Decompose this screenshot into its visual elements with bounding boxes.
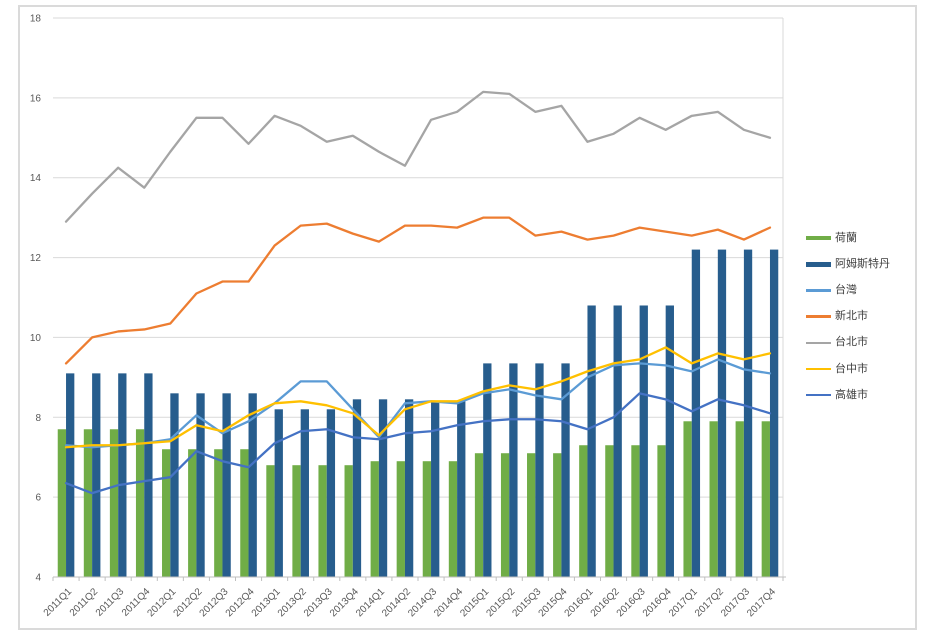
legend-item-0: 荷蘭 bbox=[806, 225, 890, 251]
line-台北市 bbox=[64, 90, 772, 223]
bar-阿姆斯特丹 bbox=[535, 363, 544, 577]
legend-item-4: 台北市 bbox=[806, 330, 890, 356]
legend-swatch-line bbox=[806, 315, 831, 318]
bar-阿姆斯特丹 bbox=[717, 249, 727, 578]
y-axis-label: 8 bbox=[35, 413, 41, 424]
bar-荷蘭 bbox=[683, 421, 692, 577]
legend-item-1: 阿姆斯特丹 bbox=[806, 251, 890, 277]
bar-荷蘭 bbox=[657, 445, 666, 577]
bar-阿姆斯特丹 bbox=[457, 401, 466, 577]
legend-label: 新北市 bbox=[835, 310, 868, 323]
bar-荷蘭 bbox=[188, 449, 197, 577]
legend-item-2: 台灣 bbox=[806, 277, 890, 303]
bar-荷蘭 bbox=[266, 465, 275, 577]
bar-荷蘭 bbox=[57, 429, 67, 577]
bar-阿姆斯特丹 bbox=[769, 249, 779, 578]
bar-阿姆斯特丹 bbox=[196, 393, 205, 577]
y-axis-label: 4 bbox=[35, 573, 41, 584]
bar-荷蘭 bbox=[83, 429, 93, 577]
y-axis-label: 16 bbox=[30, 93, 42, 104]
bar-阿姆斯特丹 bbox=[691, 249, 701, 578]
bar-荷蘭 bbox=[109, 429, 119, 577]
bar-荷蘭 bbox=[396, 461, 405, 577]
bar-阿姆斯特丹 bbox=[743, 249, 753, 578]
bar-阿姆斯特丹 bbox=[509, 363, 518, 577]
bar-荷蘭 bbox=[553, 453, 562, 577]
bar-荷蘭 bbox=[135, 429, 145, 577]
bar-荷蘭 bbox=[422, 461, 432, 577]
bar-荷蘭 bbox=[761, 421, 770, 577]
legend-label: 高雄市 bbox=[835, 388, 868, 401]
bar-阿姆斯特丹 bbox=[587, 305, 596, 577]
bar-阿姆斯特丹 bbox=[66, 373, 75, 577]
bar-阿姆斯特丹 bbox=[378, 399, 388, 577]
bar-阿姆斯特丹 bbox=[170, 393, 179, 577]
legend-swatch-line bbox=[806, 367, 831, 371]
bar-荷蘭 bbox=[318, 465, 327, 577]
bar-阿姆斯特丹 bbox=[144, 373, 153, 577]
bar-荷蘭 bbox=[292, 465, 301, 577]
chart-legend: 荷蘭阿姆斯特丹台灣新北市台北市台中市高雄市 bbox=[806, 225, 890, 408]
legend-label: 台北市 bbox=[835, 336, 868, 349]
bar-荷蘭 bbox=[370, 461, 379, 577]
y-axis-label: 18 bbox=[30, 14, 42, 25]
legend-label: 阿姆斯特丹 bbox=[835, 257, 890, 270]
line-台中市 bbox=[64, 346, 772, 449]
bar-荷蘭 bbox=[605, 445, 614, 577]
bar-阿姆斯特丹 bbox=[248, 393, 257, 577]
bar-荷蘭 bbox=[474, 453, 484, 577]
y-axis-label: 10 bbox=[30, 333, 42, 344]
legend-label: 台中市 bbox=[835, 362, 868, 375]
bar-荷蘭 bbox=[214, 449, 223, 577]
legend-swatch-bar bbox=[806, 262, 831, 267]
legend-swatch-bar bbox=[806, 235, 831, 241]
bar-阿姆斯特丹 bbox=[431, 401, 440, 577]
bar-阿姆斯特丹 bbox=[222, 393, 231, 577]
bar-阿姆斯特丹 bbox=[613, 305, 622, 577]
bar-荷蘭 bbox=[240, 449, 249, 577]
bar-荷蘭 bbox=[709, 421, 718, 577]
bar-荷蘭 bbox=[500, 453, 510, 577]
bar-荷蘭 bbox=[344, 465, 353, 577]
y-axis-label: 12 bbox=[30, 253, 42, 264]
y-axis-label: 6 bbox=[35, 493, 41, 504]
bar-阿姆斯特丹 bbox=[92, 373, 101, 577]
bar-阿姆斯特丹 bbox=[118, 373, 127, 577]
legend-label: 荷蘭 bbox=[835, 231, 857, 244]
bar-阿姆斯特丹 bbox=[300, 409, 309, 577]
bar-荷蘭 bbox=[527, 453, 536, 577]
legend-label: 台灣 bbox=[835, 283, 857, 296]
legend-swatch-line bbox=[806, 289, 831, 292]
bar-荷蘭 bbox=[735, 421, 744, 577]
bar-荷蘭 bbox=[162, 449, 171, 577]
bar-阿姆斯特丹 bbox=[352, 399, 362, 577]
bar-阿姆斯特丹 bbox=[274, 409, 283, 577]
x-axis-label: 2017Q4 bbox=[745, 586, 778, 619]
line-新北市 bbox=[64, 216, 772, 365]
line-高雄市 bbox=[64, 392, 772, 495]
bar-阿姆斯特丹 bbox=[404, 399, 414, 577]
bar-阿姆斯特丹 bbox=[483, 363, 492, 577]
bar-荷蘭 bbox=[631, 445, 640, 577]
bar-阿姆斯特丹 bbox=[326, 409, 336, 577]
bar-阿姆斯特丹 bbox=[665, 305, 674, 577]
legend-item-6: 高雄市 bbox=[806, 382, 890, 408]
legend-item-5: 台中市 bbox=[806, 356, 890, 382]
bar-阿姆斯特丹 bbox=[561, 363, 570, 577]
bar-荷蘭 bbox=[448, 461, 458, 577]
bar-荷蘭 bbox=[579, 445, 588, 577]
legend-item-3: 新北市 bbox=[806, 304, 890, 330]
line-台灣 bbox=[64, 358, 772, 449]
bar-阿姆斯特丹 bbox=[639, 305, 648, 577]
legend-swatch-line bbox=[806, 341, 831, 345]
legend-swatch-line bbox=[806, 394, 831, 397]
y-axis-label: 14 bbox=[30, 173, 42, 184]
